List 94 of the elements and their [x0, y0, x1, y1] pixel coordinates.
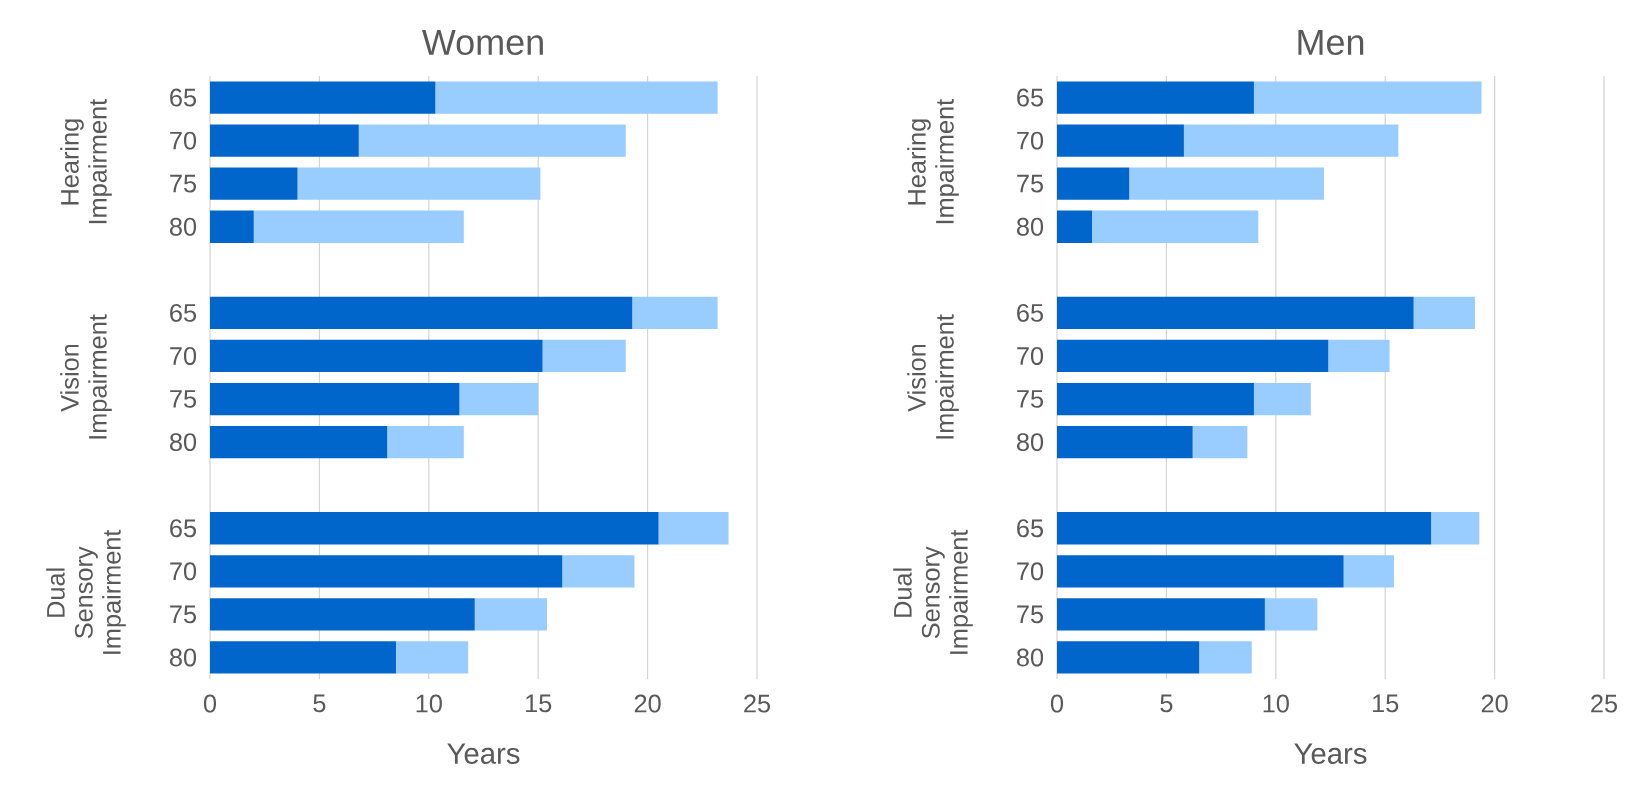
y-tick-label: 75 — [1017, 174, 1044, 193]
x-axis-title: Years — [447, 743, 520, 764]
x-tick-label: 20 — [634, 694, 661, 713]
y-tick-label: 65 — [1017, 519, 1044, 538]
y-tick-label: 70 — [170, 346, 197, 365]
text: Dual Sensory Impairment — [46, 529, 126, 654]
x-axis-title: Years — [1294, 743, 1367, 764]
x-tick-label: 20 — [1481, 694, 1508, 713]
bar — [1057, 296, 1414, 330]
bar — [1413, 296, 1475, 330]
bar — [210, 81, 436, 114]
bar — [1057, 641, 1200, 674]
bar — [210, 296, 633, 330]
bar — [210, 425, 388, 459]
y-tick-label: 80 — [1017, 217, 1044, 236]
bar — [1057, 382, 1254, 416]
bar — [658, 512, 729, 545]
x-tick-label: 10 — [416, 694, 442, 713]
chart-title: Women — [421, 29, 543, 56]
bar — [1057, 124, 1184, 157]
bar — [1092, 210, 1259, 243]
x-tick-label: 0 — [1050, 694, 1064, 713]
y-tick-label: 65 — [170, 303, 197, 322]
bar — [1057, 339, 1329, 373]
bar — [562, 555, 635, 588]
y-tick-label: 75 — [170, 390, 197, 408]
y-tick-label: 65 — [170, 519, 197, 538]
y-tick-label: 70 — [1017, 131, 1044, 150]
bar — [1057, 512, 1432, 545]
y-tick-label: 70 — [170, 131, 197, 150]
bar — [1057, 210, 1093, 243]
bar — [297, 167, 541, 200]
text: Hearing Impairment — [907, 98, 959, 224]
bar — [1129, 167, 1324, 200]
bar — [358, 124, 626, 157]
bar — [1253, 81, 1482, 114]
y-tick-label: 75 — [1017, 390, 1044, 408]
bar — [1253, 382, 1311, 416]
bar — [1343, 555, 1394, 588]
text: Vision Impairment — [60, 314, 112, 439]
y-tick-label: 75 — [170, 174, 197, 193]
bar — [1183, 124, 1399, 157]
y-tick-label: 65 — [1017, 88, 1044, 107]
x-tick-label: 0 — [203, 694, 217, 713]
bar — [1199, 641, 1252, 674]
bar — [1057, 598, 1265, 631]
x-tick-label: 5 — [313, 694, 326, 713]
bar — [542, 339, 626, 373]
y-tick-label: 70 — [170, 562, 197, 581]
x-tick-label: 25 — [1591, 694, 1618, 713]
bar — [210, 339, 543, 373]
bar — [395, 641, 469, 674]
y-tick-label: 75 — [1017, 605, 1044, 624]
text: Vision Impairment — [907, 314, 959, 439]
bar — [435, 81, 718, 114]
x-tick-label: 15 — [526, 694, 552, 713]
bar — [210, 167, 298, 200]
bar — [474, 598, 547, 631]
bar — [1431, 512, 1480, 545]
y-tick-label: 75 — [170, 605, 197, 624]
bar — [210, 382, 460, 416]
y-tick-label: 70 — [1017, 346, 1044, 365]
y-tick-label: 80 — [170, 217, 197, 236]
bar — [1328, 339, 1390, 373]
x-tick-label: 25 — [744, 694, 771, 713]
bar — [387, 425, 464, 459]
x-tick-label: 5 — [1160, 694, 1173, 713]
bar — [253, 210, 464, 243]
y-tick-label: 80 — [1017, 433, 1044, 452]
y-tick-label: 80 — [1017, 648, 1044, 667]
bar — [1057, 167, 1130, 200]
x-tick-label: 15 — [1373, 694, 1399, 713]
bar — [632, 296, 718, 330]
y-tick-label: 70 — [1017, 562, 1044, 581]
bar — [210, 555, 563, 588]
bar — [1192, 425, 1248, 459]
text: Dual Sensory Impairment — [893, 529, 973, 654]
bar — [1057, 81, 1254, 114]
chart-title: Men — [1298, 29, 1364, 56]
bar — [210, 641, 396, 674]
y-tick-label: 65 — [170, 88, 197, 107]
y-tick-label: 80 — [170, 648, 197, 667]
bar — [210, 512, 659, 545]
bar — [210, 124, 359, 157]
x-tick-label: 10 — [1263, 694, 1289, 713]
bar — [1057, 555, 1344, 588]
bar — [1057, 425, 1193, 459]
bar — [210, 210, 254, 243]
y-tick-label: 65 — [1017, 303, 1044, 322]
bar — [459, 382, 539, 416]
bar — [210, 598, 475, 631]
bar — [1264, 598, 1318, 631]
y-tick-label: 80 — [170, 433, 197, 452]
text: Hearing Impairment — [60, 98, 112, 224]
